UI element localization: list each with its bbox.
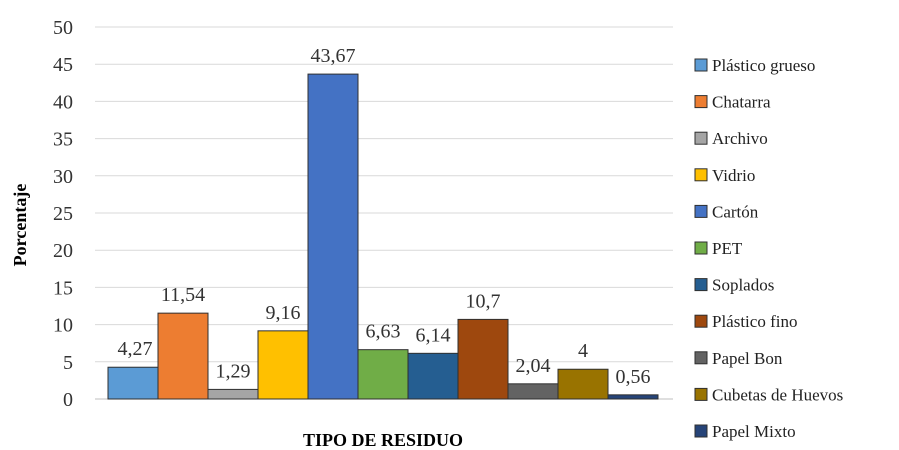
- data-label: 11,54: [161, 284, 205, 306]
- bar: [307, 73, 359, 400]
- y-tick-label: 10: [53, 315, 73, 337]
- legend-label: Cartón: [712, 202, 759, 221]
- legend-swatch: [694, 424, 708, 438]
- bars: [107, 73, 659, 400]
- bar: [407, 352, 459, 400]
- bar: [257, 330, 309, 400]
- bar: [357, 349, 409, 400]
- y-tick-label: 30: [53, 166, 73, 188]
- y-tick-label: 0: [63, 389, 73, 411]
- y-axis-title: Porcentaje: [10, 184, 30, 267]
- data-label: 0,56: [616, 366, 651, 388]
- legend-swatch: [694, 58, 708, 72]
- y-tick-label: 45: [53, 54, 73, 76]
- data-label: 4,27: [118, 338, 153, 360]
- legend-label: Cubetas de Huevos: [712, 385, 843, 404]
- legend-label: Plástico fino: [712, 312, 797, 331]
- data-label: 6,63: [366, 321, 401, 343]
- y-axis-ticks: 0 5 10 15 20 25 30 35 40 45 50: [53, 17, 73, 411]
- legend-swatch: [694, 351, 708, 365]
- y-tick-label: 35: [53, 129, 73, 151]
- bar: [607, 394, 659, 400]
- data-label: 2,04: [516, 355, 551, 377]
- y-tick-label: 25: [53, 203, 73, 225]
- legend-label: Plástico grueso: [712, 56, 815, 75]
- data-label: 10,7: [466, 290, 501, 312]
- legend-label: Papel Bon: [712, 349, 783, 368]
- y-tick-label: 40: [53, 91, 73, 113]
- legend: Plástico grueso Chatarra Archivo Vidrio Cart…: [694, 56, 843, 441]
- bar: [557, 368, 609, 400]
- bar: [157, 312, 209, 400]
- y-tick-label: 5: [63, 352, 73, 374]
- legend-label: Papel Mixto: [712, 422, 796, 441]
- legend-swatch: [694, 168, 708, 182]
- y-tick-label: 50: [53, 17, 73, 39]
- legend-swatch: [694, 278, 708, 292]
- legend-label: Soplados: [712, 276, 774, 295]
- legend-label: Archivo: [712, 129, 768, 148]
- legend-swatch: [694, 314, 708, 328]
- bar: [457, 318, 509, 400]
- legend-swatch: [694, 131, 708, 145]
- bar: [207, 388, 259, 400]
- y-tick-label: 15: [53, 277, 73, 299]
- data-label: 4: [578, 340, 588, 362]
- data-label: 9,16: [266, 302, 301, 324]
- data-label: 1,29: [216, 360, 251, 382]
- bar: [507, 383, 559, 400]
- y-tick-label: 20: [53, 240, 73, 262]
- legend-swatch: [694, 95, 708, 109]
- legend-label: Chatarra: [712, 93, 771, 112]
- legend-label: Vidrio: [712, 166, 755, 185]
- legend-swatch: [694, 241, 708, 255]
- legend-swatch: [694, 387, 708, 401]
- legend-label: PET: [712, 239, 743, 258]
- x-axis-title: TIPO DE RESIDUO: [303, 430, 463, 450]
- data-labels: 4,27 11,54 1,29 9,16 43,67 6,63 6,14 10,7 2,04 4 0…: [118, 45, 651, 388]
- data-label: 43,67: [311, 45, 356, 67]
- bar: [107, 366, 159, 400]
- legend-swatch: [694, 204, 708, 218]
- data-label: 6,14: [416, 324, 451, 346]
